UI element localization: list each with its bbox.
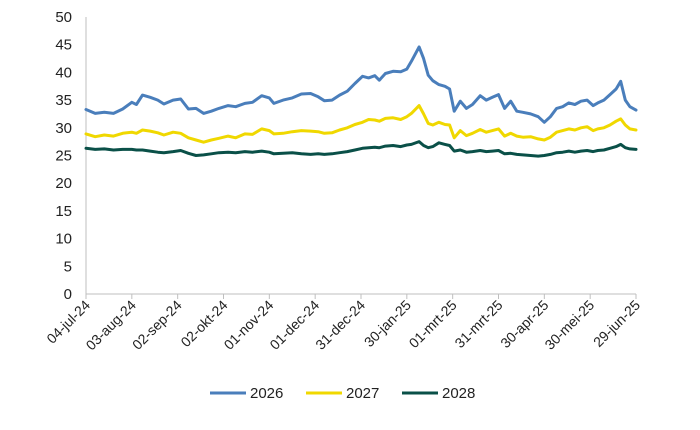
y-tick-label: 50 — [55, 9, 72, 26]
x-tick-label: 29-jun-25 — [590, 297, 643, 350]
series-line-2027 — [84, 104, 638, 144]
y-tick-label: 25 — [55, 148, 72, 165]
y-tick-label: 45 — [55, 37, 72, 54]
series-line-2028 — [84, 140, 638, 158]
legend: 2026 2027 2028 — [210, 385, 475, 402]
series-lines — [84, 45, 638, 158]
y-tick-label: 20 — [55, 175, 72, 192]
y-tick-label: 35 — [55, 92, 72, 109]
legend-item-2027: 2027 — [306, 385, 379, 402]
y-tick-label: 30 — [55, 120, 72, 137]
x-axis: 04-jul-2403-aug-2402-sep-2402-okt-2401-n… — [43, 293, 643, 354]
y-tick-label: 5 — [64, 258, 72, 275]
legend-item-2026: 2026 — [210, 385, 283, 402]
series-line-2026 — [84, 45, 638, 124]
x-tick-label: 31-mrt-25 — [451, 297, 505, 351]
x-tick-label: 02-sep-24 — [129, 297, 185, 353]
x-tick-label: 03-aug-24 — [83, 297, 140, 354]
legend-item-2028: 2028 — [402, 385, 475, 402]
y-tick-label: 40 — [55, 64, 72, 81]
x-tick-label: 30-jan-25 — [361, 297, 414, 350]
y-tick-label: 15 — [55, 203, 72, 220]
y-axis: 0 5 10 15 20 25 30 35 40 45 50 — [55, 9, 87, 303]
x-tick-label: 01-mrt-25 — [406, 297, 460, 351]
x-tick-label: 31-dec-24 — [312, 297, 368, 353]
y-tick-label: 0 — [64, 286, 72, 303]
legend-label: 2028 — [442, 385, 475, 402]
x-tick-label: 30-mei-25 — [541, 297, 597, 353]
legend-label: 2026 — [250, 385, 283, 402]
y-tick-label: 10 — [55, 231, 72, 248]
legend-label: 2027 — [346, 385, 379, 402]
